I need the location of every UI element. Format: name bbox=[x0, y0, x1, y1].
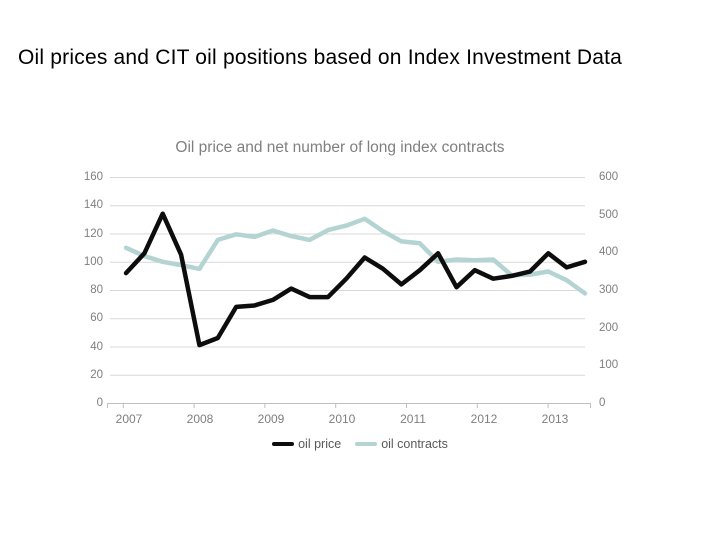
y-axis-left-tick-label: 20 bbox=[90, 368, 103, 381]
x-axis-tick-label: 2007 bbox=[115, 412, 143, 426]
y-axis-right-tick-label: 300 bbox=[599, 284, 619, 296]
x-axis-tick-label: 2013 bbox=[541, 412, 569, 426]
chart-legend: oil price oil contracts bbox=[0, 437, 720, 451]
slide-title: Oil prices and CIT oil positions based o… bbox=[18, 46, 623, 69]
legend-item-oil-price: oil price bbox=[272, 437, 341, 451]
y-axis-left-tick-label: 40 bbox=[90, 340, 103, 353]
x-axis-tick-label: 2012 bbox=[470, 412, 498, 426]
series-line-oil-price bbox=[123, 211, 588, 348]
y-axis-left-tick-label: 80 bbox=[90, 284, 103, 296]
legend-label-oil-price: oil price bbox=[298, 437, 342, 451]
legend-item-oil-contracts: oil contracts bbox=[355, 437, 448, 451]
y-axis-right-tick-label: 600 bbox=[599, 171, 619, 183]
y-axis-left-tick-label: 0 bbox=[96, 397, 103, 409]
x-axis-tick-label: 2009 bbox=[257, 412, 285, 426]
y-axis-left-tick-label: 120 bbox=[83, 227, 103, 240]
chart-title: Oil price and net number of long index c… bbox=[175, 139, 505, 156]
y-axis-right-tick-label: 100 bbox=[599, 359, 619, 372]
y-axis-left-tick-label: 60 bbox=[90, 312, 103, 325]
x-axis-tick-label: 2010 bbox=[328, 412, 356, 426]
series-line-oil-contracts bbox=[123, 216, 588, 296]
legend-label-oil-contracts: oil contracts bbox=[381, 437, 448, 451]
oil-price-line-swatch bbox=[272, 442, 295, 446]
y-axis-right-tick-label: 500 bbox=[599, 208, 619, 221]
y-axis-left-tick-label: 160 bbox=[83, 171, 103, 183]
y-axis-left-tick-label: 100 bbox=[83, 255, 103, 268]
oil-contracts-line-swatch bbox=[355, 442, 378, 446]
y-axis-right-tick-label: 200 bbox=[599, 321, 619, 334]
x-axis-tick-label: 2008 bbox=[186, 412, 214, 426]
y-axis-right-tick-label: 0 bbox=[599, 397, 606, 409]
y-axis-left-tick-label: 140 bbox=[83, 199, 103, 212]
y-axis-right-tick-label: 400 bbox=[599, 246, 619, 259]
x-axis-tick-label: 2011 bbox=[400, 412, 426, 426]
